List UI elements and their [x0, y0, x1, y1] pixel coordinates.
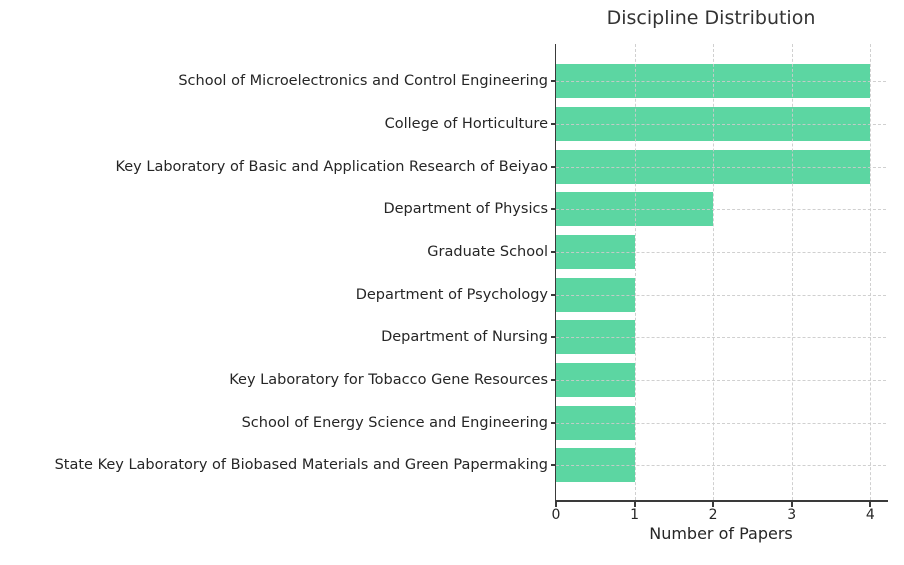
y-tick-label: School of Energy Science and Engineering	[241, 414, 548, 431]
y-tick-mark	[550, 165, 556, 168]
y-tick-label: State Key Laboratory of Biobased Materia…	[54, 457, 548, 474]
y-tick-label: Department of Nursing	[381, 329, 548, 346]
y-tick-label: Department of Psychology	[355, 286, 548, 303]
y-tick-mark	[550, 250, 556, 253]
x-tick-label: 3	[787, 507, 797, 523]
v-gridline	[634, 44, 636, 500]
y-tick-mark	[550, 293, 556, 296]
y-axis-spine	[554, 44, 556, 502]
h-gridline	[556, 166, 886, 168]
x-tick-label: 1	[630, 507, 640, 523]
v-gridline	[713, 44, 715, 500]
y-tick-mark	[550, 336, 556, 339]
y-tick-label: Department of Physics	[383, 201, 548, 218]
plot-area	[556, 44, 886, 500]
h-gridline	[556, 422, 886, 424]
x-tick-mark	[790, 501, 793, 507]
h-gridline	[556, 294, 886, 296]
y-tick-mark	[550, 122, 556, 125]
y-tick-label: Key Laboratory of Basic and Application …	[115, 158, 548, 175]
y-tick-mark	[550, 464, 556, 467]
y-tick-label: Key Laboratory for Tobacco Gene Resource…	[229, 371, 548, 388]
y-tick-mark	[550, 208, 556, 211]
gridlines-layer	[556, 44, 886, 500]
v-gridline	[791, 44, 793, 500]
x-tick-mark	[712, 501, 715, 507]
y-tick-mark	[550, 421, 556, 424]
x-tick-label: 0	[551, 507, 561, 523]
y-tick-mark	[550, 378, 556, 381]
h-gridline	[556, 81, 886, 83]
y-tick-label: Graduate School	[427, 243, 548, 260]
h-gridline	[556, 379, 886, 381]
x-tick-mark	[555, 501, 557, 507]
x-tick-label: 2	[708, 507, 718, 523]
h-gridline	[556, 465, 886, 467]
h-gridline	[556, 251, 886, 253]
x-axis-spine	[554, 500, 888, 502]
x-tick-mark	[633, 501, 636, 507]
h-gridline	[556, 123, 886, 125]
x-axis-label: Number of Papers	[649, 524, 793, 543]
x-tick-mark	[869, 501, 872, 507]
x-tick-label: 4	[865, 507, 875, 523]
y-tick-label: College of Horticulture	[384, 115, 548, 132]
y-tick-mark	[550, 80, 556, 83]
h-gridline	[556, 209, 886, 211]
v-gridline	[870, 44, 872, 500]
h-gridline	[556, 337, 886, 339]
y-tick-label: School of Microelectronics and Control E…	[178, 73, 548, 90]
chart-title: Discipline Distribution	[606, 7, 816, 29]
